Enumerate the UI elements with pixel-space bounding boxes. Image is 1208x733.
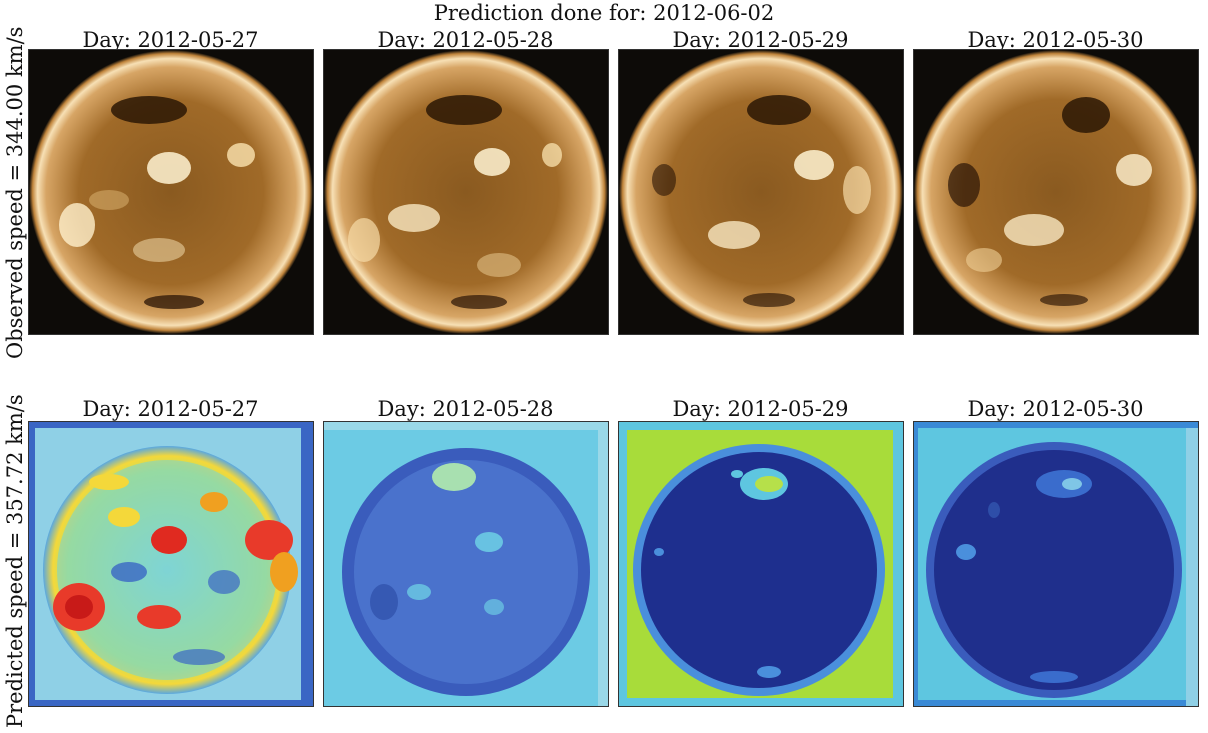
saliency-map-image	[619, 422, 903, 706]
euv-sun-image	[324, 50, 608, 334]
panel-title: Day: 2012-05-27	[82, 397, 259, 421]
predicted-speed-label: Predicted speed = 357.72 km/s	[3, 394, 27, 728]
saliency-map-image	[324, 422, 608, 706]
euv-image-panel	[28, 49, 314, 335]
saliency-map-image	[29, 422, 313, 706]
figure-title: Prediction done for: 2012-06-02	[433, 1, 775, 25]
saliency-map-image	[914, 422, 1198, 706]
euv-image-panel	[618, 49, 904, 335]
saliency-map-panel	[323, 421, 609, 707]
saliency-map-panel	[618, 421, 904, 707]
panel-title: Day: 2012-05-28	[377, 28, 554, 52]
panel-title: Day: 2012-05-27	[82, 28, 259, 52]
panel-title: Day: 2012-05-30	[967, 28, 1144, 52]
panel-title: Day: 2012-05-28	[377, 397, 554, 421]
euv-image-panel	[323, 49, 609, 335]
euv-sun-image	[29, 50, 313, 334]
panel-title: Day: 2012-05-30	[967, 397, 1144, 421]
panel-title: Day: 2012-05-29	[672, 28, 849, 52]
panel-title: Day: 2012-05-29	[672, 397, 849, 421]
saliency-map-panel	[913, 421, 1199, 707]
saliency-map-panel	[28, 421, 314, 707]
euv-image-panel	[913, 49, 1199, 335]
euv-sun-image	[914, 50, 1198, 334]
euv-sun-image	[619, 50, 903, 334]
observed-speed-label: Observed speed = 344.00 km/s	[3, 26, 27, 359]
